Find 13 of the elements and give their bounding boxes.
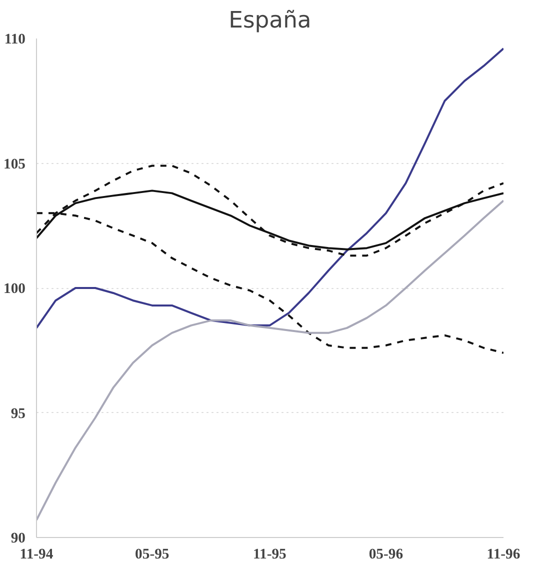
y-tick-label: 105 — [4, 156, 26, 172]
y-tick-label: 100 — [4, 281, 26, 297]
y-tick-label: 95 — [10, 406, 26, 422]
y-tick-label: 110 — [4, 32, 26, 48]
x-tick-label: 05-96 — [368, 546, 404, 562]
x-tick-label: 11-96 — [486, 546, 520, 562]
y-tick-label: 90 — [10, 530, 26, 546]
x-tick-label: 05-95 — [135, 546, 170, 562]
x-tick-label: 11-95 — [252, 546, 286, 562]
chart-title: España — [228, 8, 312, 34]
line-series — [36, 200, 504, 522]
line-series — [36, 47, 504, 329]
x-tick-label: 11-94 — [20, 546, 54, 562]
